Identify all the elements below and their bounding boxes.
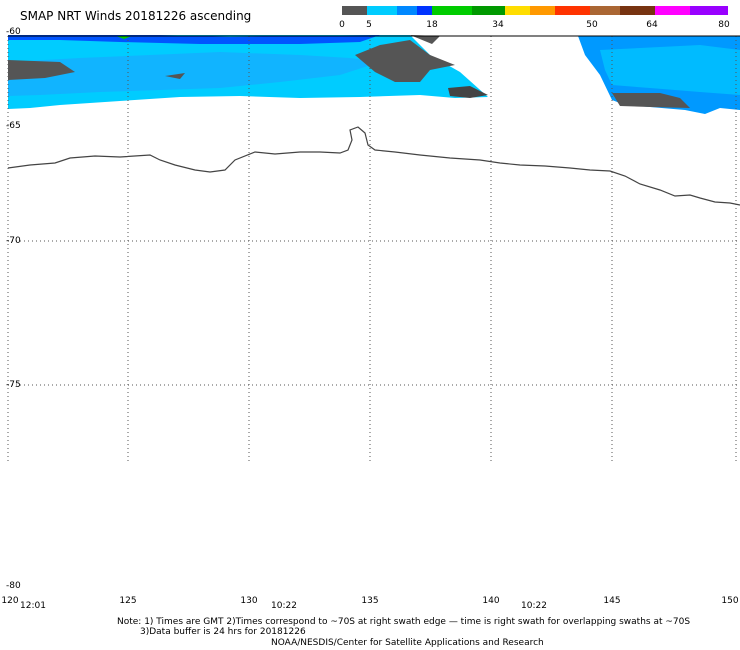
map-title: SMAP NRT Winds 20181226 ascending xyxy=(20,9,252,23)
colorbar-segment xyxy=(367,6,397,15)
colorbar-segment xyxy=(505,6,530,15)
colorbar-segment xyxy=(590,6,620,15)
latitude-label: -80 xyxy=(6,581,21,591)
colorbar-segment xyxy=(655,6,690,15)
credit-line: NOAA/NESDIS/Center for Satellite Applica… xyxy=(271,638,544,648)
longitude-label: 120 xyxy=(1,596,19,606)
colorbar-label: 64 xyxy=(646,20,658,30)
wind-swath-right-mid xyxy=(600,45,740,95)
colorbar-label: 34 xyxy=(492,20,504,30)
colorbar-segment xyxy=(620,6,655,15)
swath-time-label: 12:01 xyxy=(20,601,46,611)
longitude-label: 140 xyxy=(482,596,500,606)
graticule xyxy=(7,36,740,464)
colorbar-label: 80 xyxy=(718,20,730,30)
longitude-label: 125 xyxy=(119,596,137,606)
longitude-label: 135 xyxy=(361,596,379,606)
land-region xyxy=(410,35,440,44)
colorbar-segment xyxy=(530,6,555,15)
colorbar-label: 0 xyxy=(339,20,345,30)
longitude-label: 150 xyxy=(721,596,739,606)
longitude-label: 145 xyxy=(603,596,621,606)
swath-time-label: 10:22 xyxy=(271,601,297,611)
land-region xyxy=(612,93,690,108)
latitude-label: -65 xyxy=(6,121,21,131)
land-region xyxy=(448,86,488,98)
wind-swath-left-high xyxy=(8,35,380,44)
colorbar-segment xyxy=(555,6,590,15)
wind-swath-left-mid xyxy=(8,52,380,96)
colorbar-segment xyxy=(432,6,472,15)
land-region xyxy=(355,40,455,82)
note-line: 3)Data buffer is 24 hrs for 20181226 xyxy=(140,627,306,637)
colorbar-segment xyxy=(417,6,432,15)
land-region xyxy=(165,73,185,79)
latitude-label: -60 xyxy=(6,27,21,37)
note-line: Note: 1) Times are GMT 2)Times correspon… xyxy=(117,617,691,627)
land-region xyxy=(8,60,75,80)
coastline xyxy=(7,126,740,206)
swath-time-label: 10:22 xyxy=(521,601,547,611)
latitude-label: -70 xyxy=(6,236,21,246)
colorbar-segment xyxy=(690,6,728,15)
latitude-label: -75 xyxy=(6,380,21,390)
colorbar-segment xyxy=(397,6,417,15)
colorbar-label: 50 xyxy=(586,20,598,30)
colorbar-label: 5 xyxy=(366,20,372,30)
colorbar-label: 18 xyxy=(426,20,438,30)
colorbar-segment xyxy=(342,6,367,15)
colorbar-segment xyxy=(472,6,505,15)
longitude-label: 130 xyxy=(240,596,258,606)
